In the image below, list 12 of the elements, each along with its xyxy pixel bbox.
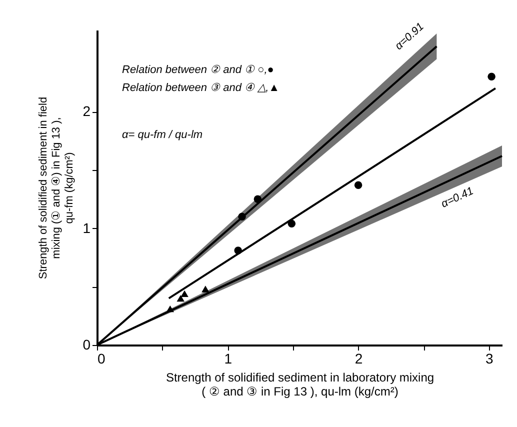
y-tick-label: 0 <box>82 336 91 352</box>
x-tick-label: 3 <box>486 350 494 366</box>
annotation: Relation between ② and ① ○,● <box>122 64 274 76</box>
annotation: α= qu-fm / qu-lm <box>122 129 203 141</box>
x-tick-label: 2 <box>354 350 363 366</box>
y-axis-title: Strength of solidified sediment in field mixing (① and ④) in Fig 13 ), qu-fm (kg/cm²) <box>38 96 76 280</box>
x-axis-title: Strength of solidified sediment in laboratory mixing ( ② and ③ in Fig 13 ), qu-lm (kg/cm²) <box>166 370 434 398</box>
x-tick-label: 1 <box>224 350 232 366</box>
y-tick-label: 2 <box>82 103 91 120</box>
y-tick-label: 1 <box>82 220 91 236</box>
annotation: Relation between ③ and ④ △,▲ <box>122 82 280 94</box>
x-tick-label: 0 <box>98 350 106 366</box>
